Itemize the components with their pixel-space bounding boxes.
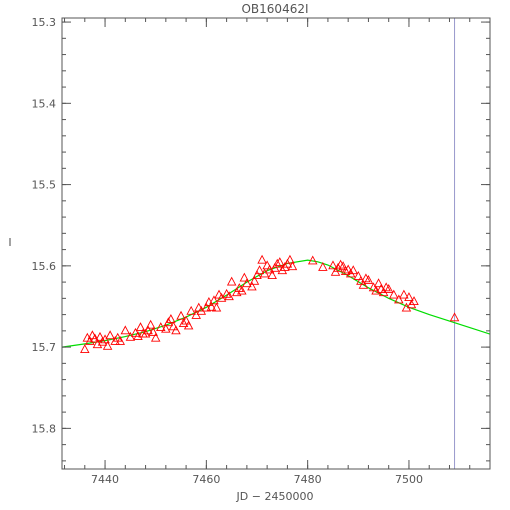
y-tick-label: 15.6 (32, 260, 57, 273)
data-point (280, 262, 290, 271)
data-point (201, 302, 212, 312)
data-point (394, 294, 404, 304)
data-point (237, 285, 247, 295)
x-tick-label: 7440 (91, 473, 119, 486)
data-point (171, 325, 181, 335)
data-point (186, 305, 196, 315)
data-point (181, 315, 191, 325)
data-point (373, 278, 384, 288)
x-axis-label: JD − 2450000 (236, 490, 314, 503)
data-point (95, 331, 105, 341)
data-point (345, 268, 356, 278)
data-point (148, 327, 158, 336)
chart-title: OB160462I (241, 2, 308, 16)
data-point (224, 291, 234, 301)
data-point (140, 328, 151, 338)
data-point (110, 335, 120, 345)
data-point (328, 260, 338, 270)
axis-ticks: 7440 7460 7480 7500 15.3 15.4 15.5 15.6 15.7 15.8 (32, 16, 491, 486)
data-point (105, 330, 115, 340)
data-point (226, 276, 237, 286)
data-point (249, 275, 260, 285)
data-point (399, 289, 409, 299)
data-point (168, 321, 179, 331)
data-point (409, 296, 419, 306)
data-point (242, 278, 252, 288)
data-point (211, 302, 222, 312)
data-point (80, 344, 90, 353)
y-tick-label: 15.4 (32, 97, 57, 110)
data-point (348, 265, 358, 275)
data-point (161, 323, 171, 333)
data-point (406, 299, 417, 309)
y-tick-label: 15.5 (32, 179, 57, 192)
data-point (163, 317, 174, 327)
data-point (135, 322, 146, 332)
data-point (318, 262, 328, 271)
data-point (254, 265, 265, 275)
data-point (262, 260, 272, 270)
data-point (285, 254, 295, 264)
data-point (338, 261, 348, 271)
data-point (401, 302, 412, 312)
data-point (335, 259, 346, 269)
data-point (277, 265, 288, 275)
plot-area (62, 18, 490, 469)
data-point (449, 312, 460, 322)
data-point (275, 257, 285, 267)
data-point (287, 261, 298, 271)
data-point (361, 273, 371, 283)
data-point (381, 282, 391, 292)
data-point (247, 281, 257, 291)
data-point (145, 319, 156, 329)
data-point (363, 275, 374, 284)
y-axis-label: I (8, 236, 11, 249)
data-point (120, 325, 131, 335)
data-point (166, 314, 176, 323)
plot-frame (61, 17, 491, 470)
data-point (383, 283, 394, 293)
data-point (307, 255, 318, 265)
x-tick-label: 7460 (192, 473, 220, 486)
data-point (115, 335, 125, 345)
y-tick-label: 15.3 (32, 16, 57, 29)
data-point (178, 318, 189, 327)
x-tick-label: 7500 (395, 473, 423, 486)
data-point (267, 270, 277, 280)
data-point (143, 325, 153, 335)
data-point (239, 272, 250, 282)
data-point (102, 340, 113, 350)
data-point (183, 320, 194, 330)
data-point (97, 336, 108, 346)
data-point (378, 287, 389, 297)
data-point (196, 305, 207, 315)
data-point (176, 310, 186, 320)
data-point (272, 258, 283, 268)
data-point (340, 266, 351, 275)
y-tick-label: 15.8 (32, 422, 57, 435)
data-point (358, 279, 369, 289)
y-tick-label: 15.7 (32, 341, 57, 354)
data-point (353, 270, 364, 280)
data-point (150, 332, 161, 342)
data-point (209, 295, 219, 305)
data-point (257, 254, 267, 264)
data-point (404, 292, 414, 301)
data-point (343, 264, 353, 274)
data-point (252, 270, 262, 280)
data-point (206, 301, 217, 311)
data-point (389, 289, 399, 299)
x-tick-label: 7480 (294, 473, 322, 486)
data-point (156, 322, 166, 332)
